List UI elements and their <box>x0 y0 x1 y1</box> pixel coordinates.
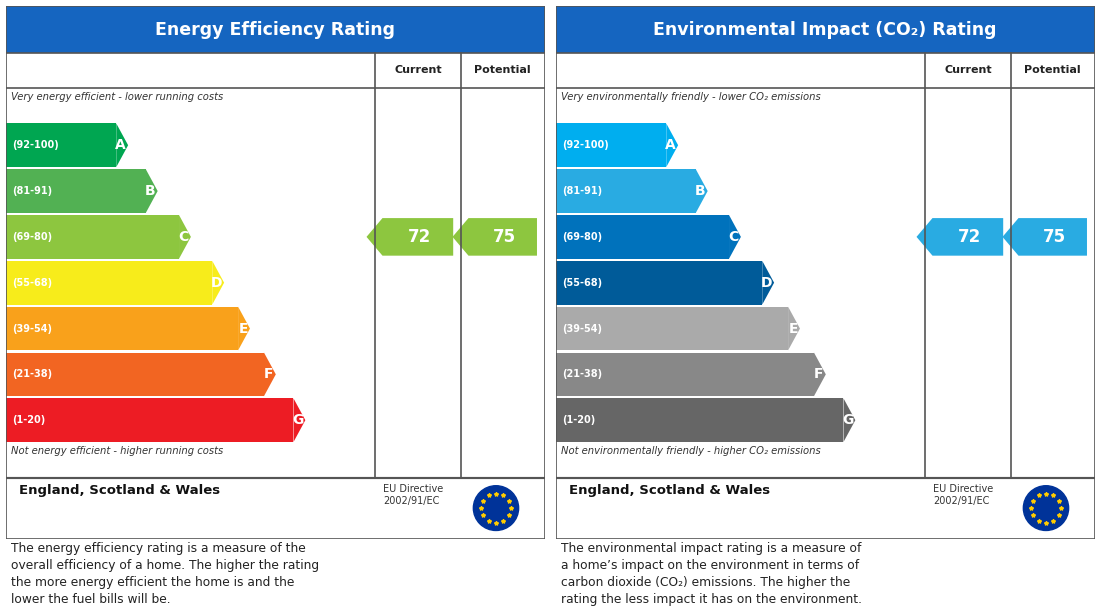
Polygon shape <box>1002 218 1087 256</box>
Text: E: E <box>789 322 797 336</box>
Text: F: F <box>264 367 274 381</box>
Polygon shape <box>179 215 191 259</box>
Text: (55-68): (55-68) <box>12 278 52 288</box>
Bar <box>556 261 762 304</box>
Text: (39-54): (39-54) <box>12 323 52 333</box>
Polygon shape <box>212 261 224 304</box>
Text: Current: Current <box>944 65 991 75</box>
Text: (21-38): (21-38) <box>562 370 602 379</box>
Polygon shape <box>916 218 1003 256</box>
Text: G: G <box>292 413 304 427</box>
Text: 72: 72 <box>408 228 431 246</box>
Text: England, Scotland & Wales: England, Scotland & Wales <box>569 484 770 497</box>
Text: A: A <box>116 138 127 152</box>
Text: EU Directive
2002/91/EC: EU Directive 2002/91/EC <box>383 484 443 506</box>
Text: C: C <box>728 230 739 244</box>
Circle shape <box>1023 485 1068 530</box>
Bar <box>6 307 238 351</box>
Bar <box>6 261 212 304</box>
Text: D: D <box>760 276 772 290</box>
Text: 75: 75 <box>1043 228 1066 246</box>
Text: B: B <box>695 184 705 198</box>
Text: England, Scotland & Wales: England, Scotland & Wales <box>19 484 220 497</box>
Polygon shape <box>238 307 250 351</box>
Polygon shape <box>696 169 707 213</box>
Bar <box>556 352 814 396</box>
Text: (81-91): (81-91) <box>12 186 52 196</box>
Bar <box>556 307 788 351</box>
Polygon shape <box>452 218 537 256</box>
Bar <box>6 6 544 53</box>
Text: (92-100): (92-100) <box>12 140 58 150</box>
Text: F: F <box>814 367 824 381</box>
Text: A: A <box>666 138 676 152</box>
Text: (81-91): (81-91) <box>562 186 602 196</box>
Text: 72: 72 <box>958 228 981 246</box>
Text: Environmental Impact (CO₂) Rating: Environmental Impact (CO₂) Rating <box>653 20 997 39</box>
Text: EU Directive
2002/91/EC: EU Directive 2002/91/EC <box>933 484 993 506</box>
Text: Not environmentally friendly - higher CO₂ emissions: Not environmentally friendly - higher CO… <box>561 446 821 456</box>
Text: D: D <box>210 276 222 290</box>
Bar <box>556 399 844 442</box>
Bar <box>556 169 696 213</box>
Text: (21-38): (21-38) <box>12 370 52 379</box>
Text: Potential: Potential <box>1024 65 1081 75</box>
Polygon shape <box>844 399 856 442</box>
Text: (55-68): (55-68) <box>562 278 602 288</box>
Polygon shape <box>366 218 453 256</box>
Polygon shape <box>788 307 800 351</box>
Text: (1-20): (1-20) <box>12 415 45 425</box>
Polygon shape <box>117 123 128 167</box>
Text: Energy Efficiency Rating: Energy Efficiency Rating <box>155 20 395 39</box>
Text: Very energy efficient - lower running costs: Very energy efficient - lower running co… <box>11 92 223 102</box>
Text: C: C <box>178 230 189 244</box>
Bar <box>6 399 294 442</box>
Polygon shape <box>729 215 741 259</box>
Text: B: B <box>145 184 155 198</box>
Polygon shape <box>814 352 826 396</box>
Bar <box>6 169 146 213</box>
Text: Current: Current <box>394 65 441 75</box>
Polygon shape <box>264 352 276 396</box>
Text: (69-80): (69-80) <box>12 232 52 242</box>
Text: (39-54): (39-54) <box>562 323 602 333</box>
Bar <box>556 6 1094 53</box>
Text: Potential: Potential <box>474 65 531 75</box>
Text: G: G <box>842 413 854 427</box>
Text: Not energy efficient - higher running costs: Not energy efficient - higher running co… <box>11 446 223 456</box>
Polygon shape <box>667 123 678 167</box>
Bar <box>6 352 264 396</box>
Text: The environmental impact rating is a measure of
a home’s impact on the environme: The environmental impact rating is a mea… <box>561 542 862 606</box>
Bar <box>6 123 117 167</box>
Polygon shape <box>762 261 774 304</box>
Bar <box>556 215 729 259</box>
Text: (1-20): (1-20) <box>562 415 595 425</box>
Bar <box>556 123 667 167</box>
Text: Very environmentally friendly - lower CO₂ emissions: Very environmentally friendly - lower CO… <box>561 92 821 102</box>
Text: (69-80): (69-80) <box>562 232 602 242</box>
Text: 75: 75 <box>493 228 516 246</box>
Text: (92-100): (92-100) <box>562 140 608 150</box>
Text: The energy efficiency rating is a measure of the
overall efficiency of a home. T: The energy efficiency rating is a measur… <box>11 542 319 606</box>
Text: E: E <box>239 322 248 336</box>
Bar <box>6 215 179 259</box>
Circle shape <box>473 485 518 530</box>
Polygon shape <box>146 169 157 213</box>
Polygon shape <box>294 399 306 442</box>
